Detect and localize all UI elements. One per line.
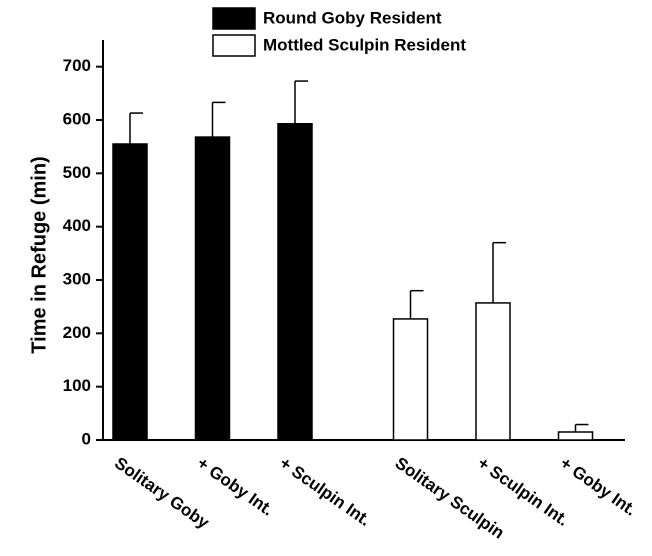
legend-label: Round Goby Resident — [263, 8, 442, 27]
y-tick-label: 600 — [63, 109, 91, 128]
y-tick-label: 0 — [82, 429, 91, 448]
y-axis-label: Time in Refuge (min) — [28, 156, 50, 353]
y-tick-label: 400 — [63, 216, 91, 235]
bar — [277, 122, 313, 441]
y-tick-label: 100 — [63, 376, 91, 395]
bar — [475, 302, 511, 441]
x-tick-label: + Sculpin Int. — [276, 453, 374, 530]
bar — [392, 318, 429, 441]
y-tick-label: 700 — [63, 56, 91, 75]
x-tick-label: + Goby Int. — [557, 453, 640, 519]
y-tick-label: 200 — [63, 323, 91, 342]
x-tick-label: + Goby Int. — [194, 453, 277, 519]
legend-swatch — [212, 7, 256, 30]
bar — [194, 136, 231, 441]
legend-label: Mottled Sculpin Resident — [263, 35, 466, 54]
legend-swatch — [212, 34, 256, 57]
bar — [557, 431, 594, 441]
y-tick-label: 500 — [63, 163, 91, 182]
y-tick-label: 300 — [63, 269, 91, 288]
bar — [112, 143, 148, 441]
